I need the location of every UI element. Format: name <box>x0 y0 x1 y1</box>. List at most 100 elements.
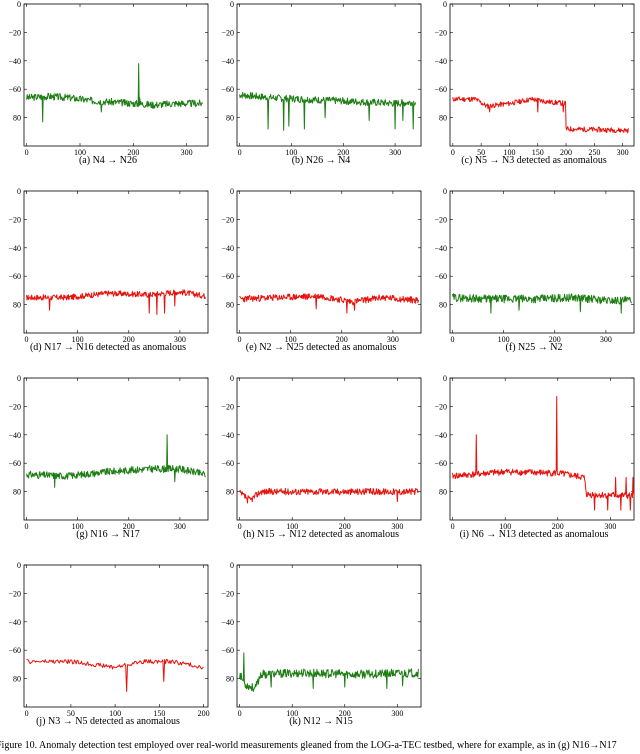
y-tick-label: 0 <box>443 0 447 9</box>
series-line-k <box>239 652 419 692</box>
y-tick-label: −20 <box>434 402 447 411</box>
chart-panel-h: 0 −20 −40 −60 80 0 100 200 300 (h) N15 → N12 dete… <box>221 374 422 554</box>
y-tick-label: −20 <box>434 28 447 37</box>
series-line-j <box>26 658 204 692</box>
x-tick-label: 200 <box>560 148 572 157</box>
chart-svg-a: 0 −20 −40 −60 80 0 100 200 300 <box>8 0 209 157</box>
y-tick-label: −40 <box>221 244 234 253</box>
chart-panel-d: 0 −20 −40 −60 80 0 100 200 300 (d) N17 → N16 dete… <box>8 187 209 367</box>
subfigure-caption-k: (k) N12 → N15 <box>289 716 353 727</box>
y-tick-label: −60 <box>8 272 21 281</box>
chart-svg-k: 0 −20 −40 −60 80 0 100 200 300 <box>221 561 422 718</box>
y-tick-label: −40 <box>8 57 21 66</box>
x-tick-label: 0 <box>25 148 29 157</box>
x-tick-label: 200 <box>339 709 351 718</box>
subfigure-caption-c: (c) N5 → N3 detected as anomalous <box>461 155 607 166</box>
x-tick-label: 200 <box>552 522 564 531</box>
y-tick-label: −60 <box>434 459 447 468</box>
x-tick-label: 0 <box>238 709 242 718</box>
x-tick-label: 200 <box>549 335 561 344</box>
x-tick-label: 300 <box>181 148 193 157</box>
chart-svg-d: 0 −20 −40 −60 80 0 100 200 300 <box>8 187 209 344</box>
chart-svg-g: 0 −20 −40 −60 80 0 100 200 300 <box>8 374 209 531</box>
y-tick-label: −40 <box>221 57 234 66</box>
x-tick-label: 150 <box>532 148 544 157</box>
y-tick-label: −40 <box>221 431 234 440</box>
y-tick-label: −40 <box>8 431 21 440</box>
chart-panel-a: 0 −20 −40 −60 80 0 100 200 300 (a) N4 → N26 <box>8 0 209 180</box>
plot-frame <box>449 190 635 334</box>
series-line-d <box>26 289 206 316</box>
x-tick-label: 50 <box>67 709 75 718</box>
x-tick-label: 200 <box>336 335 348 344</box>
x-tick-label: 300 <box>387 335 399 344</box>
x-tick-label: 300 <box>391 709 403 718</box>
x-tick-label: 250 <box>588 148 600 157</box>
y-tick-label: 80 <box>439 114 447 123</box>
plot-frame <box>23 3 209 147</box>
y-tick-label: −60 <box>221 459 234 468</box>
series-line-b <box>239 91 417 131</box>
subfigure-caption-h: (h) N15 → N12 detected as anomalous <box>242 529 400 540</box>
x-tick-label: 100 <box>286 522 298 531</box>
y-tick-label: 80 <box>439 488 447 497</box>
series-line-h <box>239 487 419 504</box>
x-tick-label: 0 <box>25 335 29 344</box>
subfigure-caption-f: (f) N25 → N2 <box>505 342 563 353</box>
y-tick-label: −40 <box>434 431 447 440</box>
y-tick-label: −40 <box>434 57 447 66</box>
x-tick-label: 100 <box>74 148 86 157</box>
x-tick-label: 300 <box>604 522 616 531</box>
chart-panel-c: 0 −20 −40 −60 80 0 50 100 150 200 250 300 (c) N5 → N… <box>434 0 635 180</box>
x-tick-label: 200 <box>123 522 135 531</box>
x-tick-label: 50 <box>477 148 485 157</box>
y-tick-label: 0 <box>17 374 21 383</box>
y-tick-label: −40 <box>8 618 21 627</box>
plot-frame <box>23 190 209 334</box>
plot-frame <box>236 3 422 147</box>
series-line-f <box>452 293 632 314</box>
figure-caption: Figure 10. Anomaly detection test employ… <box>0 740 617 751</box>
y-tick-label: −60 <box>8 646 21 655</box>
chart-panel-f: 0 −20 −40 −60 80 0 100 200 300 (f) N25 → N2 <box>434 187 635 367</box>
chart-svg-i: 0 −20 −40 −60 80 0 100 200 300 <box>434 374 635 531</box>
series-line-i <box>452 395 635 511</box>
subfigure-caption-e: (e) N2 → N25 detected as anomalous <box>245 342 397 353</box>
x-tick-label: 300 <box>174 335 186 344</box>
subfigure-caption-d: (d) N17 → N16 detected as anomalous <box>29 342 187 353</box>
chart-panel-k: 0 −20 −40 −60 80 0 100 200 300 (k) N12 → N15 <box>221 561 422 741</box>
x-tick-label: 0 <box>25 522 29 531</box>
x-tick-label: 200 <box>123 335 135 344</box>
x-tick-label: 100 <box>286 709 298 718</box>
chart-svg-j: 0 −20 −40 −60 80 0 50 100 150 200 <box>8 561 210 718</box>
y-tick-label: 0 <box>230 374 234 383</box>
chart-panel-g: 0 −20 −40 −60 80 0 100 200 300 (g) N16 → N17 <box>8 374 209 554</box>
y-tick-label: −20 <box>8 215 21 224</box>
subfigure-caption-g: (g) N16 → N17 <box>76 529 140 540</box>
y-tick-label: −60 <box>434 272 447 281</box>
subfigure-caption-i: (i) N6 → N13 detected as anomalous <box>459 529 609 540</box>
chart-svg-b: 0 −20 −40 −60 80 0 100 200 300 <box>221 0 422 157</box>
x-tick-label: 200 <box>198 709 210 718</box>
y-tick-label: 80 <box>13 114 21 123</box>
chart-panel-b: 0 −20 −40 −60 80 0 100 200 300 (b) N26 → N4 <box>221 0 422 180</box>
chart-panel-j: 0 −20 −40 −60 80 0 50 100 150 200 (j) N3 → N5 dete… <box>8 561 210 741</box>
x-tick-label: 200 <box>337 148 349 157</box>
chart-svg-c: 0 −20 −40 −60 80 0 50 100 150 200 250 300 <box>434 0 635 157</box>
subfigure-caption-b: (b) N26 → N4 <box>291 155 351 166</box>
chart-panel-e: 0 −20 −40 −60 80 0 100 200 300 (e) N2 → N25 detec… <box>221 187 422 367</box>
y-tick-label: 0 <box>17 187 21 196</box>
y-tick-label: −20 <box>221 215 234 224</box>
x-tick-label: 0 <box>25 709 29 718</box>
plot-frame <box>236 377 422 521</box>
plot-frame <box>236 190 422 334</box>
y-tick-label: 80 <box>226 301 234 310</box>
x-tick-label: 300 <box>600 335 612 344</box>
series-line-g <box>26 434 206 488</box>
y-tick-label: 0 <box>17 561 21 570</box>
series-line-e <box>239 293 419 314</box>
x-tick-label: 200 <box>127 148 139 157</box>
x-tick-label: 100 <box>285 148 297 157</box>
series-line-a <box>26 63 204 123</box>
y-tick-label: −40 <box>8 244 21 253</box>
